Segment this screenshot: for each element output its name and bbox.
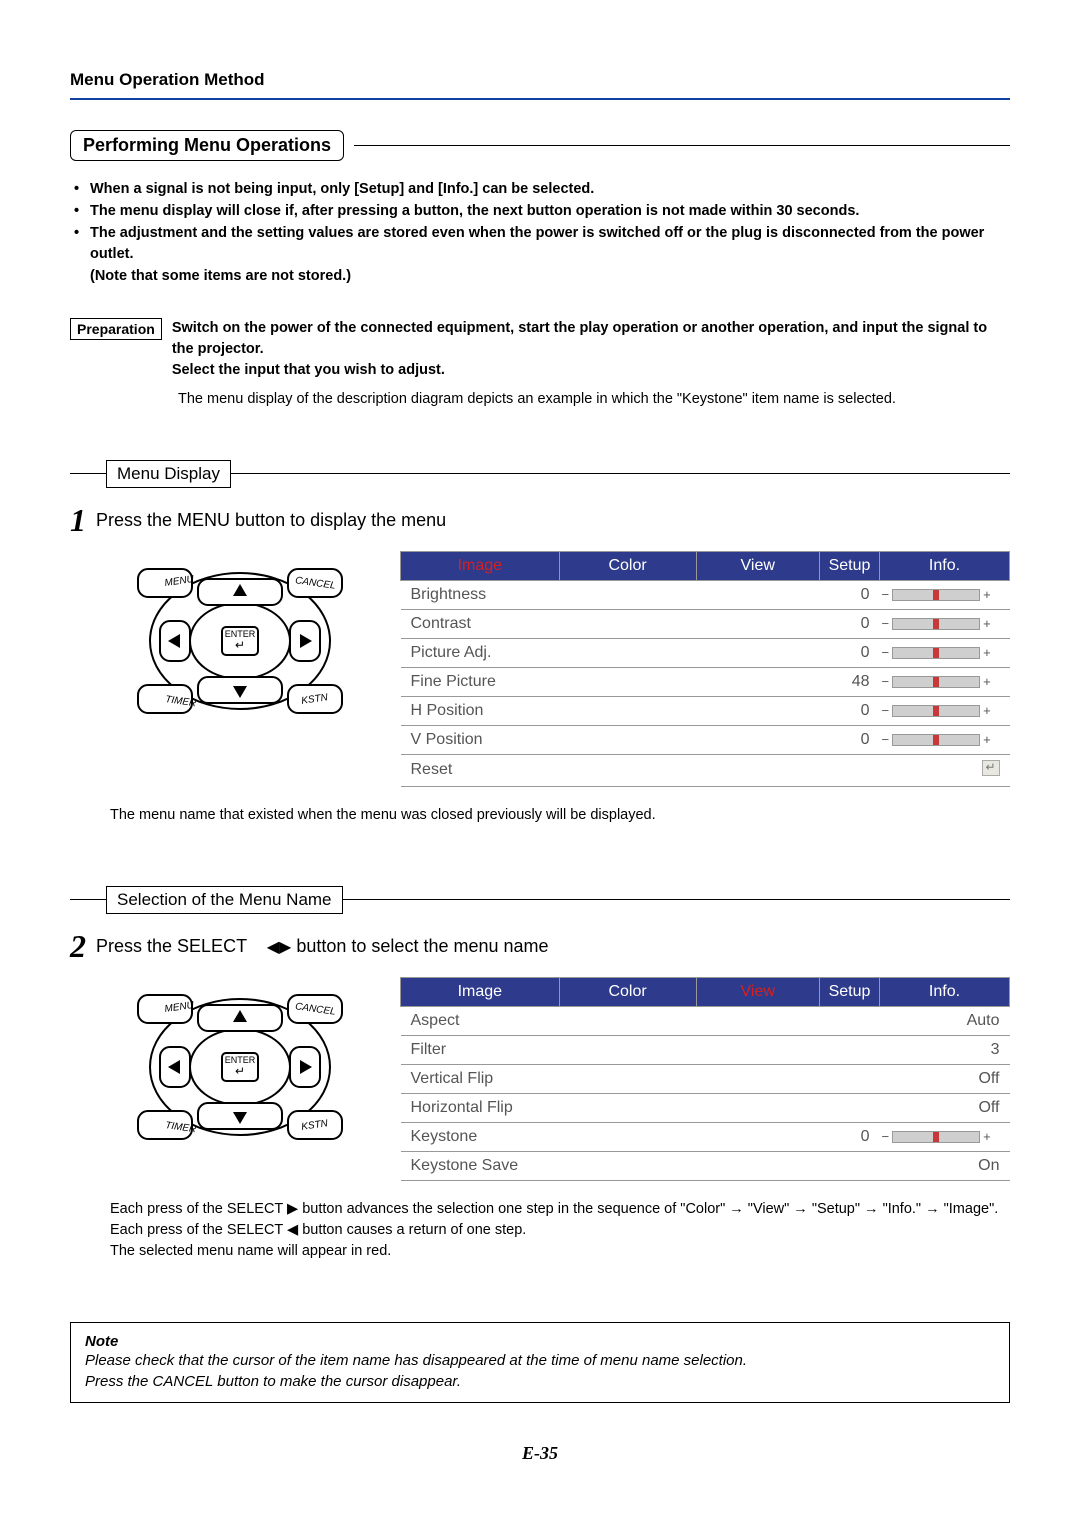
step2-bar: Selection of the Menu Name	[70, 886, 1010, 914]
osd-tab: Color	[559, 551, 696, 580]
osd-item-label: Keystone	[401, 1122, 820, 1151]
osd-item-value: 0	[820, 696, 880, 725]
osd-tab: Image	[401, 977, 560, 1006]
osd-item-value: 0	[820, 725, 880, 754]
preparation-label: Preparation	[70, 318, 162, 340]
osd-item-value: 3	[880, 1035, 1010, 1064]
osd-item-label: Contrast	[401, 609, 820, 638]
step2-osd: ImageColorViewSetupInfo.AspectAutoFilter…	[400, 977, 1010, 1181]
osd-item-value: Off	[880, 1093, 1010, 1122]
bullet-item: When a signal is not being input, only […	[70, 179, 1010, 201]
svg-text:↵: ↵	[235, 638, 245, 652]
prep-line: Switch on the power of the connected equ…	[172, 320, 987, 357]
osd-item-value: Off	[880, 1064, 1010, 1093]
bullet-item: The menu display will close if, after pr…	[70, 201, 1010, 223]
osd-bar: −+	[880, 580, 1010, 609]
osd-tab: Info.	[880, 551, 1010, 580]
step2-illustration: MENU CANCEL TIMER KSTN ENTER ↵ ImageColo…	[110, 977, 1010, 1181]
osd-item-label: Fine Picture	[401, 667, 820, 696]
step1-label: Menu Display	[106, 460, 231, 488]
step1-bar: Menu Display	[70, 460, 1010, 488]
preparation-text: Switch on the power of the connected equ…	[172, 318, 1010, 381]
preparation-subtext: The menu display of the description diag…	[178, 389, 1010, 410]
osd-tab: Info.	[880, 977, 1010, 1006]
step1-osd: ImageColorViewSetupInfo.Brightness0−+Con…	[400, 551, 1010, 787]
prep-line: Select the input that you wish to adjust…	[172, 362, 445, 378]
lr-arrow-icon: ◀▶	[267, 939, 292, 956]
osd-item-label: Keystone Save	[401, 1151, 880, 1180]
section-title: Performing Menu Operations	[70, 130, 344, 161]
osd-tab: Setup	[820, 551, 880, 580]
reset-icon	[880, 754, 1010, 786]
step2-label: Selection of the Menu Name	[106, 886, 343, 914]
note-text: Please check that the cursor of the item…	[85, 1350, 995, 1371]
preparation-row: Preparation Switch on the power of the c…	[70, 318, 1010, 381]
osd-item-value: 0	[820, 1122, 880, 1151]
osd-item-label: Aspect	[401, 1006, 880, 1035]
note-box: Note Please check that the cursor of the…	[70, 1322, 1010, 1403]
step2-text-a: Press the SELECT	[96, 936, 252, 956]
osd-bar: −+	[880, 667, 1010, 696]
osd-item-value: 0	[820, 638, 880, 667]
osd-item-label: V Position	[401, 725, 820, 754]
osd-item-label: H Position	[401, 696, 820, 725]
step1-note: The menu name that existed when the menu…	[110, 805, 1010, 826]
osd-tab: View	[696, 977, 820, 1006]
section-title-row: Performing Menu Operations	[70, 130, 1010, 161]
osd-item-value: 0	[820, 580, 880, 609]
step1-num: 1	[70, 502, 86, 539]
step1-illustration: MENU CANCEL TIMER KSTN ENTER ↵ ImageColo…	[110, 551, 1010, 787]
osd-bar: −+	[880, 725, 1010, 754]
osd-item-label: Vertical Flip	[401, 1064, 880, 1093]
step2-line: 2 Press the SELECT ◀▶ button to select t…	[70, 928, 1010, 965]
step2-text-b: button to select the menu name	[291, 936, 548, 956]
step1-line: 1 Press the MENU button to display the m…	[70, 502, 1010, 539]
bullet-text: (Note that some items are not stored.)	[90, 268, 351, 284]
note-label: Note	[85, 1333, 995, 1350]
bullet-list: When a signal is not being input, only […	[70, 179, 1010, 288]
osd-tab: View	[696, 551, 820, 580]
bullet-text: The adjustment and the setting values ar…	[90, 225, 984, 263]
page-number: E-35	[70, 1443, 1010, 1464]
osd-item-label: Picture Adj.	[401, 638, 820, 667]
osd-item-label: Horizontal Flip	[401, 1093, 880, 1122]
bullet-item: The adjustment and the setting values ar…	[70, 223, 1010, 288]
section-rule	[354, 145, 1010, 146]
osd-item-value: 48	[820, 667, 880, 696]
osd-item-value: On	[880, 1151, 1010, 1180]
svg-text:↵: ↵	[235, 1064, 245, 1078]
step1-text: Press the MENU button to display the men…	[96, 510, 446, 531]
page-header: Menu Operation Method	[70, 70, 1010, 90]
header-rule	[70, 98, 1010, 100]
osd-item-value: 0	[820, 609, 880, 638]
osd-bar: −+	[880, 1122, 1010, 1151]
osd-item-label: Reset	[401, 754, 880, 786]
step2-para: Each press of the SELECT ▶ button advanc…	[110, 1199, 1010, 1262]
osd-tab: Color	[559, 977, 696, 1006]
osd-bar: −+	[880, 638, 1010, 667]
note-text: Press the CANCEL button to make the curs…	[85, 1371, 995, 1392]
osd-item-value: Auto	[880, 1006, 1010, 1035]
osd-item-label: Filter	[401, 1035, 880, 1064]
osd-tab: Setup	[820, 977, 880, 1006]
osd-tab: Image	[401, 551, 560, 580]
osd-bar: −+	[880, 696, 1010, 725]
remote-diagram: MENU CANCEL TIMER KSTN ENTER ↵	[110, 977, 370, 1161]
osd-item-label: Brightness	[401, 580, 820, 609]
remote-diagram: MENU CANCEL TIMER KSTN ENTER ↵	[110, 551, 370, 735]
step2-num: 2	[70, 928, 86, 965]
step2-text: Press the SELECT ◀▶ button to select the…	[96, 936, 549, 957]
osd-bar: −+	[880, 609, 1010, 638]
